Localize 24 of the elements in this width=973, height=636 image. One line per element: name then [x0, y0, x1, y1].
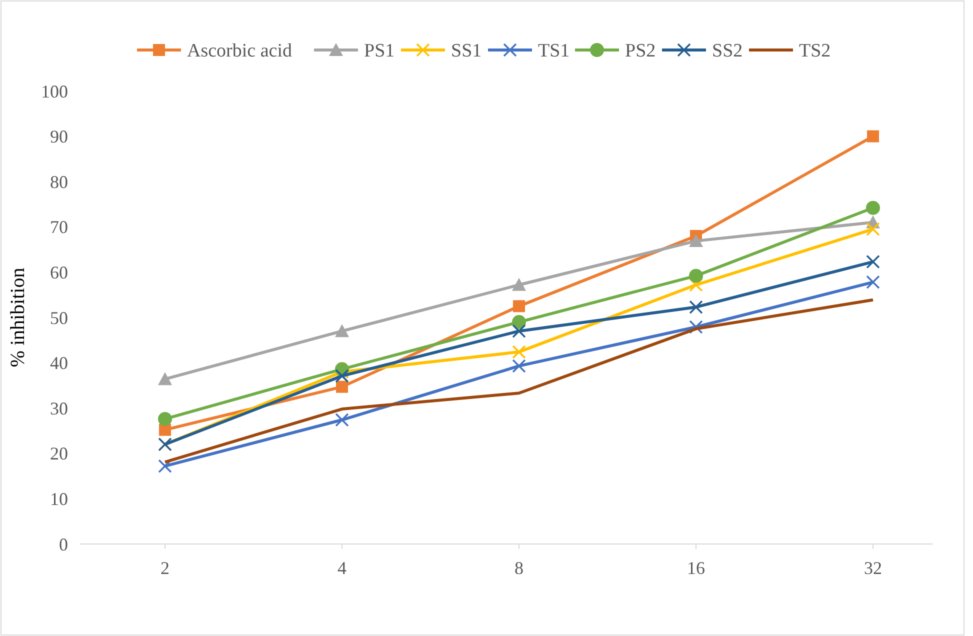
legend-label: SS2 [712, 40, 743, 62]
y-tick-label: 70 [50, 217, 68, 238]
legend-label: PS1 [364, 40, 395, 62]
legend-label: TS1 [538, 40, 570, 62]
legend-label: SS1 [451, 40, 482, 62]
y-tick-label: 90 [50, 126, 68, 147]
x-tick-label: 8 [514, 558, 524, 578]
x-tick-label: 2 [160, 558, 170, 578]
legend-label: TS2 [799, 40, 831, 62]
x-tick-label: 4 [338, 558, 346, 578]
y-tick-label: 60 [50, 262, 68, 282]
legend-label: PS2 [625, 40, 656, 62]
y-tick-label: 30 [50, 398, 68, 418]
x-tick-label: 32 [864, 558, 882, 578]
y-tick-label: 80 [50, 172, 68, 192]
y-tick-label: 100 [41, 81, 68, 102]
legend-label: Ascorbic acid [187, 40, 292, 62]
y-tick-label: 20 [50, 444, 68, 464]
y-axis-title: % inhibition [7, 268, 29, 368]
x-tick-label: 16 [687, 558, 705, 578]
y-tick-label: 10 [50, 489, 68, 509]
y-tick-label: 50 [50, 308, 68, 328]
y-tick-label: 40 [50, 353, 68, 374]
y-tick-label: 0 [59, 534, 68, 554]
